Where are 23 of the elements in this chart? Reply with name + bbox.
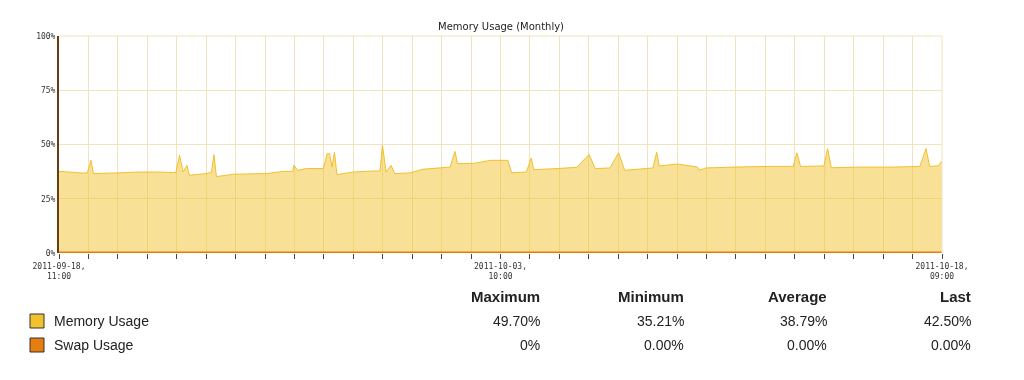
text: 42.50% [924,313,972,329]
text: 0.00% [787,337,827,353]
y-tick-label: 0% [45,248,56,258]
text: Average [768,288,827,305]
y-tick-label: 50% [40,140,56,150]
x-tick-label: 2011-10-03, 10:00 [474,261,527,281]
text: Last [940,288,971,305]
chart-title: Memory Usage (Monthly) [438,21,565,32]
text: 0% [520,337,541,353]
text: 0.00% [931,337,971,353]
x-tick-label: 2011-09-18, 11:00 [32,261,86,281]
legend-label: Swap Usage [54,337,134,353]
text: Minimum [618,288,684,305]
legend-label: Memory Usage [54,313,150,329]
x-tick-label: 2011-10-18, 09:00 [915,261,969,281]
text: 0.00% [644,337,684,353]
y-tick-label: 75% [40,86,56,96]
text: 35.21% [637,313,685,329]
text: 38.79% [780,313,828,329]
y-tick-label: 100% [36,31,56,41]
text: 49.70% [493,313,541,329]
y-tick-label: 25% [40,194,56,204]
text: Maximum [471,288,541,305]
